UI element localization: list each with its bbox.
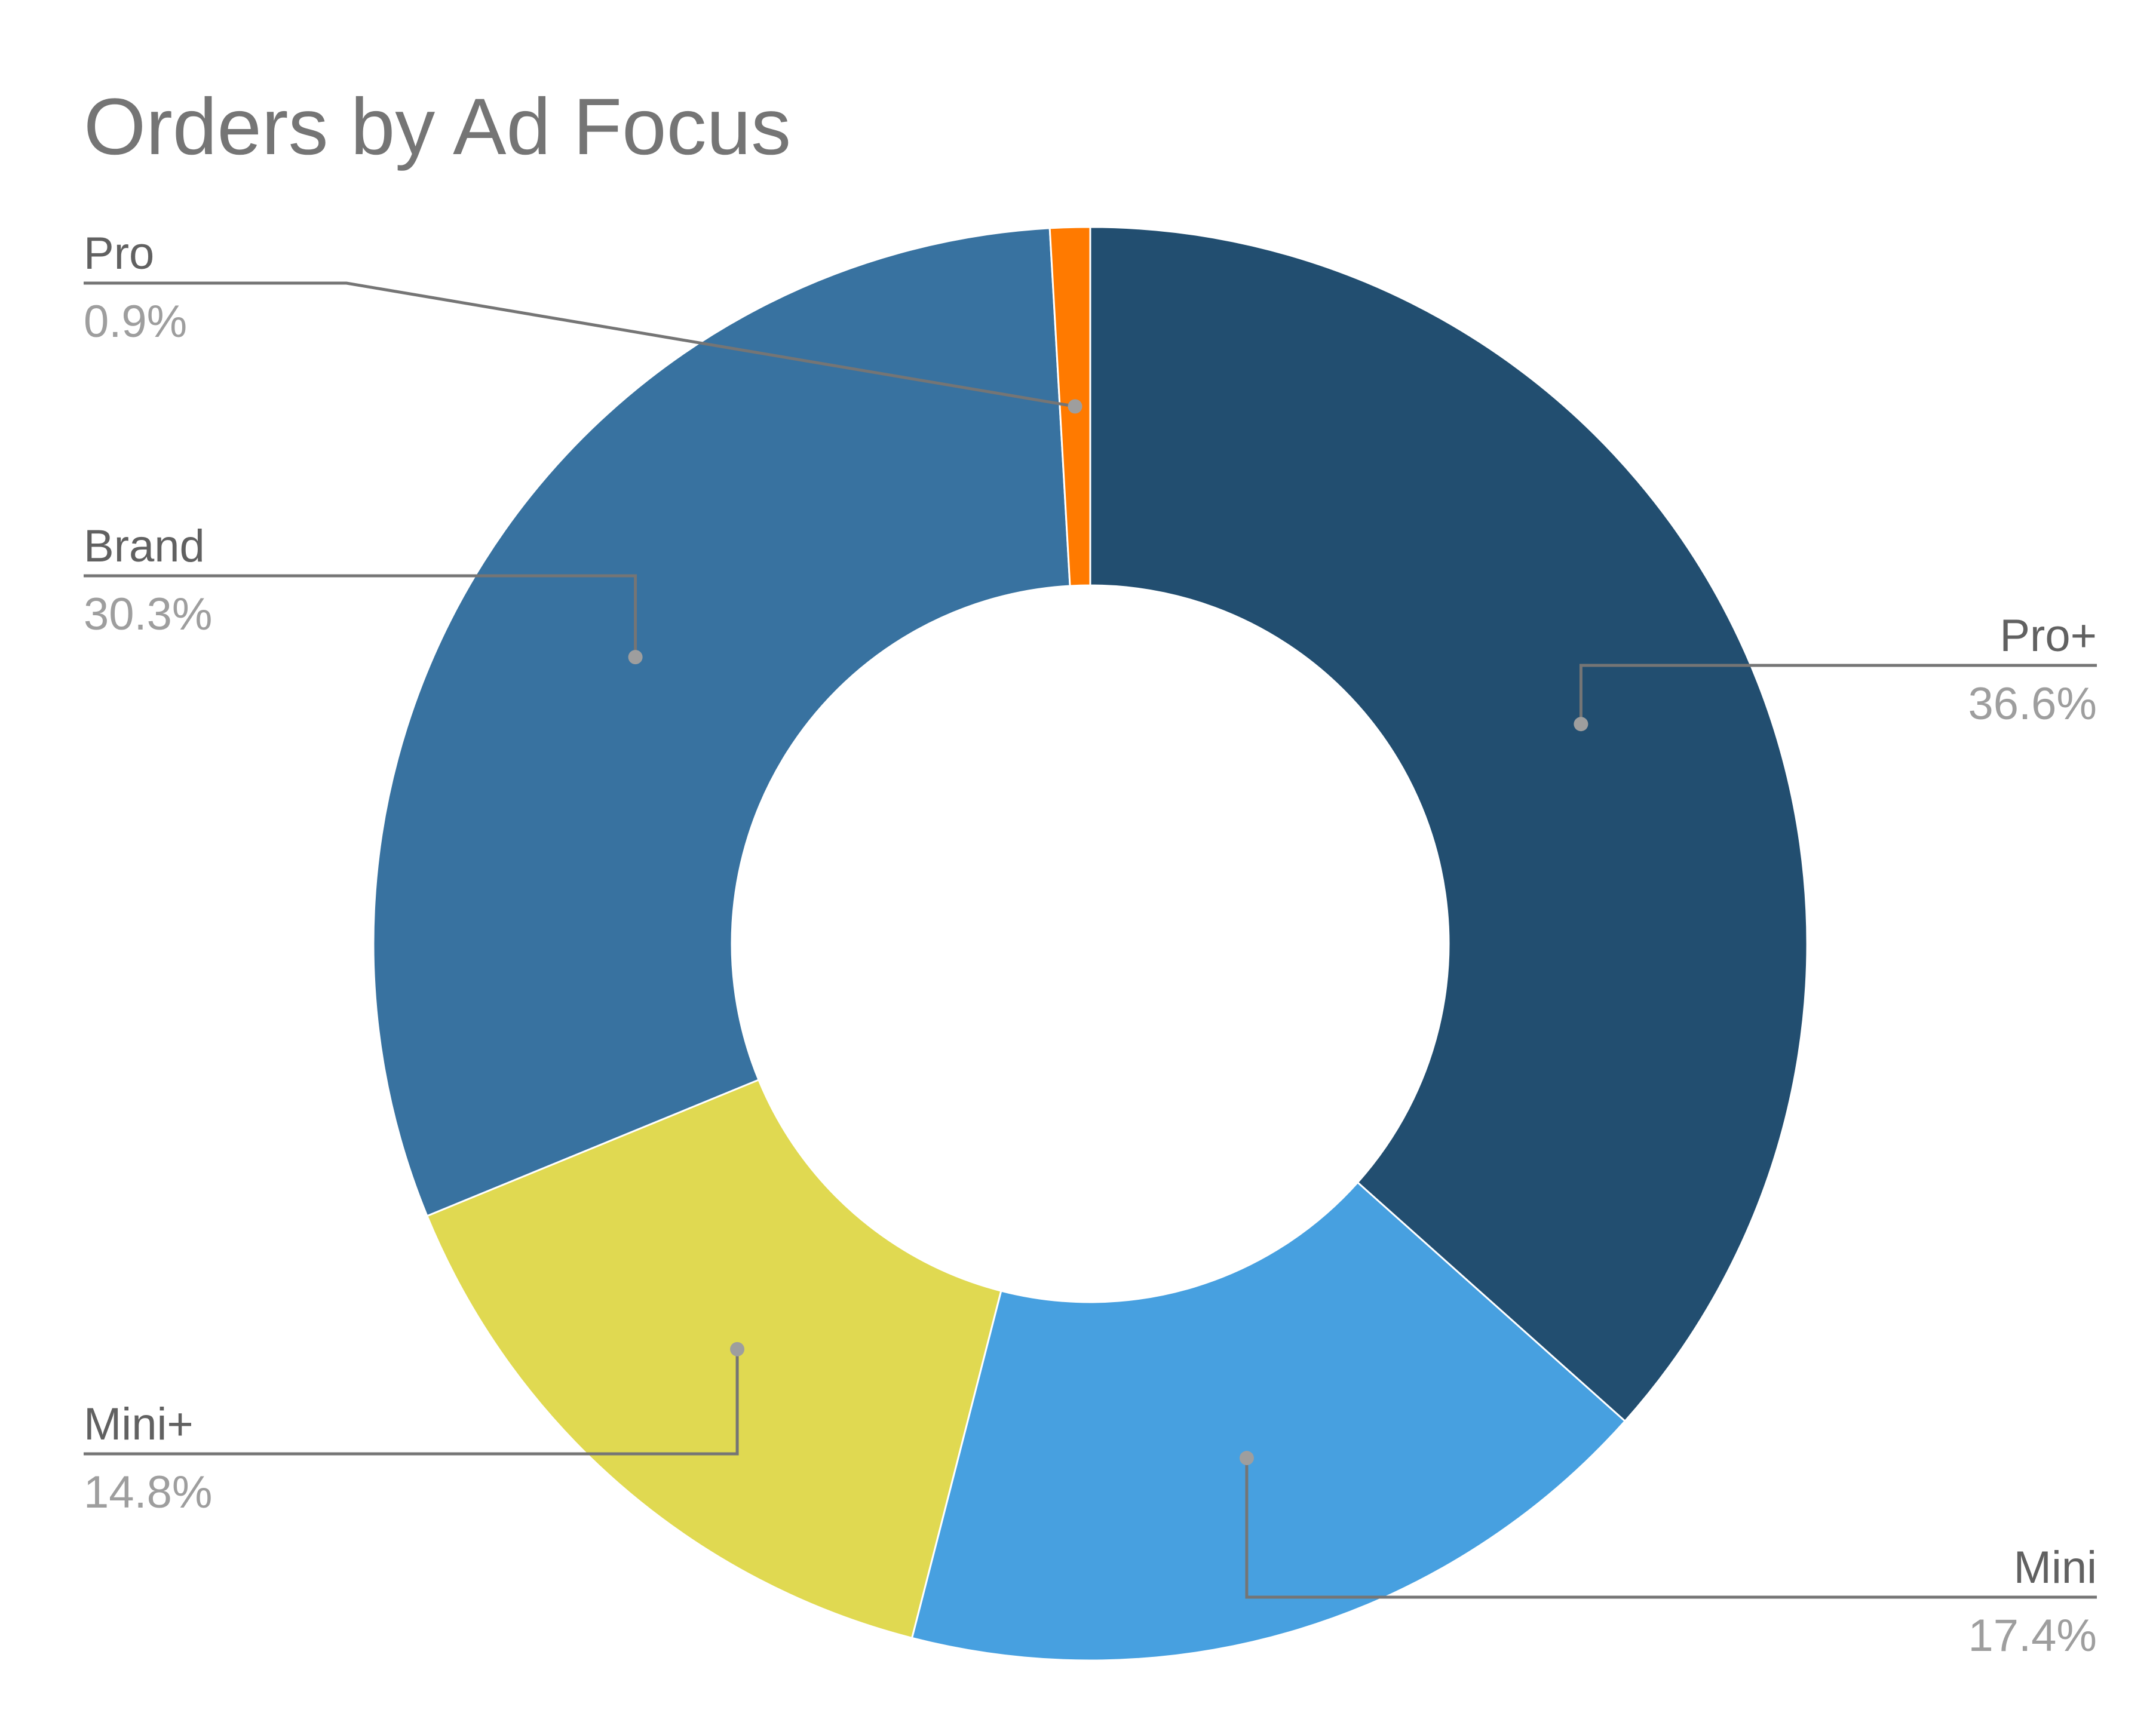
slice-label-pro-plus: Pro+ — [1999, 610, 2097, 661]
slice-value-mini: 17.4% — [1968, 1610, 2097, 1661]
slice-value-brand: 30.3% — [84, 589, 213, 640]
leader-dot-brand — [628, 650, 643, 665]
leader-dot-pro-plus — [1574, 717, 1588, 732]
slice-value-pro: 0.9% — [84, 296, 187, 347]
labels-layer: Pro+ 36.6% Mini 17.4% Mini+ 14.8% Brand 30.3% Pr… — [84, 228, 2097, 1661]
leader-line-pro-plus — [1579, 664, 2097, 725]
slice-label-pro: Pro — [84, 228, 154, 279]
leader-line-brand — [84, 574, 637, 658]
slices-layer — [372, 226, 1808, 1662]
leader-line-mini-plus — [84, 1349, 739, 1456]
leader-dot-mini-plus — [730, 1342, 745, 1356]
slice-mini — [910, 1181, 1627, 1662]
slice-pro-plus — [1089, 226, 1808, 1423]
slice-brand — [372, 227, 1071, 1217]
leader-line-pro — [84, 281, 1075, 408]
leader-dot-pro — [1068, 399, 1082, 414]
slice-mini-plus — [425, 1078, 1002, 1640]
slice-value-mini-plus: 14.8% — [84, 1467, 213, 1518]
chart-title: Orders by Ad Focus — [84, 82, 791, 171]
leader-line-mini — [1245, 1458, 2097, 1599]
slice-label-brand: Brand — [84, 521, 205, 572]
slice-value-pro-plus: 36.6% — [1968, 679, 2097, 729]
leader-dot-mini — [1239, 1451, 1254, 1466]
slice-label-mini-plus: Mini+ — [84, 1399, 194, 1450]
slice-label-mini: Mini — [2014, 1542, 2097, 1593]
